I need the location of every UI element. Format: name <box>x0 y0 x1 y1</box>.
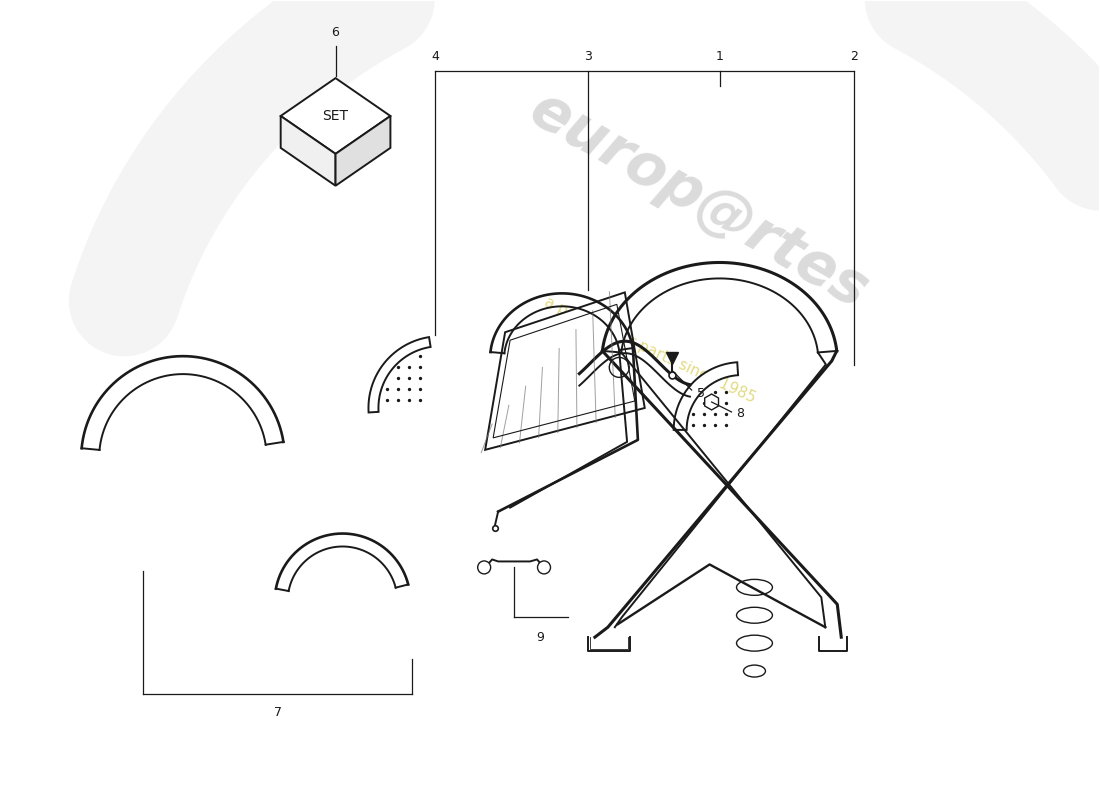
Polygon shape <box>280 116 336 186</box>
Circle shape <box>538 561 550 574</box>
Circle shape <box>477 561 491 574</box>
Text: 8: 8 <box>737 407 745 421</box>
Text: 4: 4 <box>431 50 439 63</box>
Text: 6: 6 <box>331 26 340 39</box>
Text: 1: 1 <box>716 50 724 63</box>
Text: 9: 9 <box>536 631 544 644</box>
Text: 5: 5 <box>696 386 705 399</box>
Text: europ@rtes: europ@rtes <box>520 81 879 321</box>
Polygon shape <box>485 292 645 450</box>
Text: 3: 3 <box>584 50 592 63</box>
Polygon shape <box>336 116 390 186</box>
Text: a passion for parts since 1985: a passion for parts since 1985 <box>542 294 758 406</box>
Polygon shape <box>280 78 390 154</box>
Text: 2: 2 <box>850 50 858 63</box>
Polygon shape <box>673 362 738 430</box>
Text: SET: SET <box>322 109 349 123</box>
Text: 7: 7 <box>274 706 282 719</box>
Polygon shape <box>368 337 430 413</box>
